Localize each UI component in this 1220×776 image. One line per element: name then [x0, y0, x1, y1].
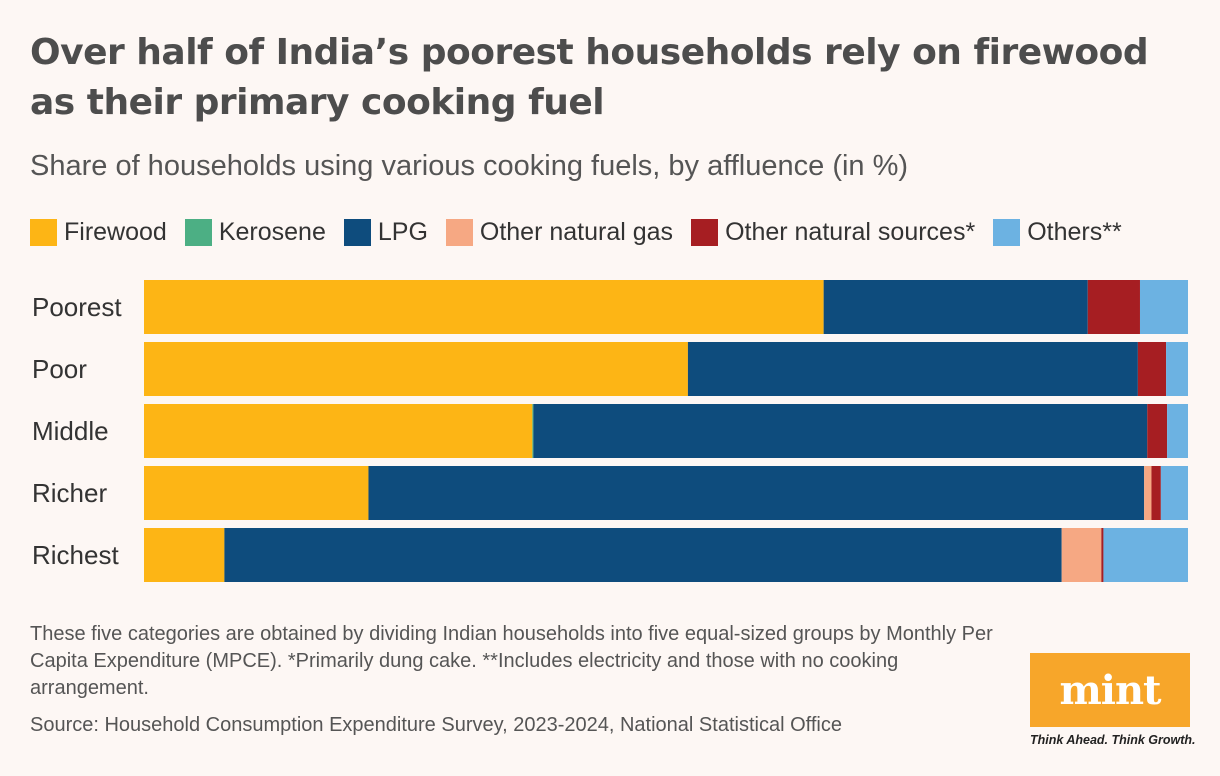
legend-label-kerosene: Kerosene — [218, 217, 326, 246]
bar-segment-poorest-others — [1139, 280, 1188, 334]
mint-logo-text: mint — [1059, 666, 1161, 714]
footnote: These five categories are obtained by di… — [30, 623, 993, 699]
legend-label-others: Others** — [1027, 217, 1122, 246]
category-label-richest: Richest — [32, 540, 119, 570]
category-label-poor: Poor — [32, 354, 87, 384]
bar-segment-richest-others — [1103, 528, 1188, 582]
bar-segment-middle-firewood — [144, 404, 533, 458]
legend-item-other-natural-gas: Other natural gas — [445, 217, 674, 247]
legend-item-firewood: Firewood — [30, 218, 167, 247]
legend-label-firewood: Firewood — [64, 217, 167, 246]
legend-swatch-other-natural-sources — [691, 218, 719, 246]
legend-label-lpg: LPG — [377, 217, 428, 246]
bar-segment-poorest-lpg — [823, 280, 1088, 334]
bar-segment-poorest-firewood — [144, 280, 824, 334]
legend: Firewood Kerosene LPG Other natural gas … — [30, 214, 1140, 250]
bar-segment-middle-lpg — [533, 404, 1148, 458]
legend-item-other-natural-sources: Other natural sources* — [691, 218, 975, 247]
bar-segment-richer-other-natural-gas — [1144, 466, 1152, 520]
bar-segment-richest-lpg — [224, 528, 1062, 582]
category-label-poorest: Poorest — [32, 292, 122, 322]
legend-swatch-kerosene — [184, 218, 212, 246]
bar-segment-middle-others — [1167, 404, 1188, 458]
bar-segment-poor-others — [1166, 342, 1188, 396]
bar-segment-poorest-other-natural-sources — [1087, 280, 1140, 334]
category-label-richer: Richer — [32, 478, 107, 508]
legend-label-other-natural-sources: Other natural sources* — [725, 217, 976, 246]
bar-segment-middle-other-natural-sources — [1147, 404, 1168, 458]
bar-segment-richer-firewood — [144, 466, 369, 520]
brand-tagline: Think Ahead. Think Growth. — [1030, 733, 1196, 747]
legend-swatch-other-natural-gas — [445, 218, 473, 246]
bar-segment-poor-other-natural-sources — [1137, 342, 1167, 396]
source-line: Source: Household Consumption Expenditur… — [30, 714, 842, 736]
bar-segment-richer-other-natural-sources — [1151, 466, 1161, 520]
legend-item-lpg: LPG — [343, 217, 428, 247]
chart-title: Over half of India’s poorest households … — [30, 32, 1149, 123]
chart-subtitle: Share of households using various cookin… — [30, 150, 909, 182]
bar-segment-richer-others — [1160, 466, 1188, 520]
mint-logo: mint — [1030, 653, 1190, 727]
legend-swatch-lpg — [343, 218, 371, 246]
stacked-bar-chart: Poorest Poor Middle Richer Richest — [32, 280, 1188, 582]
bar-segment-poor-lpg — [687, 342, 1138, 396]
bar-segment-poor-firewood — [144, 342, 688, 396]
legend-item-kerosene: Kerosene — [184, 217, 326, 247]
bar-segment-richest-other-natural-gas — [1061, 528, 1102, 582]
bar-segment-richest-other-natural-sources — [1101, 528, 1104, 582]
legend-swatch-firewood — [30, 218, 57, 246]
bar-segment-richer-lpg — [368, 466, 1145, 520]
legend-swatch-others — [993, 218, 1021, 246]
category-label-middle: Middle — [32, 416, 109, 446]
bar-segment-richest-firewood — [144, 528, 225, 582]
legend-label-other-natural-gas: Other natural gas — [479, 217, 674, 246]
legend-item-others: Others** — [993, 217, 1122, 247]
bar-segment-middle-kerosene — [532, 404, 534, 458]
